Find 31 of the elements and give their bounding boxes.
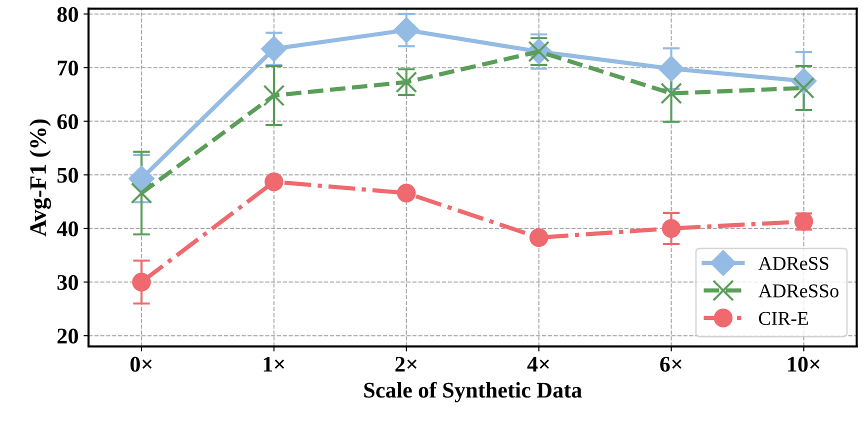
point [662,219,681,238]
point [529,228,548,247]
point [261,36,287,62]
x-tick-label: 2× [395,356,417,372]
point [264,172,284,192]
y-tick-label: 40 [56,221,78,236]
x-tick-label: 6× [660,356,682,372]
y-axis-title: Avg-F1 (%) [29,119,52,236]
point [130,182,152,204]
legend-label: ADReSSo [758,284,838,298]
point [396,71,418,93]
y-tick-label: 20 [58,328,78,344]
x-tick-label: 0× [130,356,152,372]
x-tick-label: 10× [788,356,820,372]
x-tick-label: 1× [264,356,284,372]
y-tick-label: 30 [57,275,78,290]
y-tick-label: 70 [58,60,78,76]
point [658,56,684,82]
point [128,166,154,192]
x-tick-label: 4× [527,356,549,372]
point [263,84,285,106]
point [397,184,416,202]
point [394,17,420,43]
legend-label: ADReSS [758,256,828,270]
y-tick-label: 50 [57,168,78,183]
legend-label: CIR-E [758,312,808,325]
point [132,272,151,292]
y-tick-label: 60 [57,114,78,130]
y-tick-label: 80 [57,6,78,22]
point [660,82,682,104]
x-axis-title: Scale of Synthetic Data [364,382,582,402]
